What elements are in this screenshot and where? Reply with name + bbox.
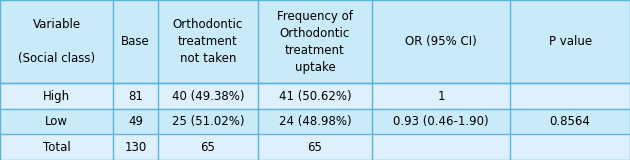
Text: 24 (48.98%): 24 (48.98%)	[278, 115, 352, 128]
Text: 40 (49.38%): 40 (49.38%)	[171, 89, 244, 103]
Text: Total: Total	[43, 141, 71, 154]
Text: 0.93 (0.46-1.90): 0.93 (0.46-1.90)	[393, 115, 489, 128]
Text: 41 (50.62%): 41 (50.62%)	[278, 89, 352, 103]
Text: P value: P value	[549, 35, 592, 48]
Text: High: High	[43, 89, 71, 103]
Bar	[0, 109, 630, 134]
Text: 49: 49	[128, 115, 143, 128]
Text: 65: 65	[200, 141, 215, 154]
Text: 1: 1	[437, 89, 445, 103]
Text: Low: Low	[45, 115, 68, 128]
Text: Base: Base	[121, 35, 150, 48]
Text: 81: 81	[128, 89, 143, 103]
Text: Orthodontic
treatment
not taken: Orthodontic treatment not taken	[173, 18, 243, 65]
Text: 25 (51.02%): 25 (51.02%)	[171, 115, 244, 128]
Text: 65: 65	[307, 141, 323, 154]
Text: Variable

(Social class): Variable (Social class)	[18, 18, 95, 65]
Bar	[0, 134, 630, 160]
Bar	[0, 83, 630, 109]
Text: 130: 130	[124, 141, 147, 154]
Text: Frequency of
Orthodontic
treatment
uptake: Frequency of Orthodontic treatment uptak…	[277, 10, 353, 74]
Bar	[0, 0, 630, 83]
Text: OR (95% CI): OR (95% CI)	[405, 35, 477, 48]
Text: 0.8564: 0.8564	[550, 115, 590, 128]
